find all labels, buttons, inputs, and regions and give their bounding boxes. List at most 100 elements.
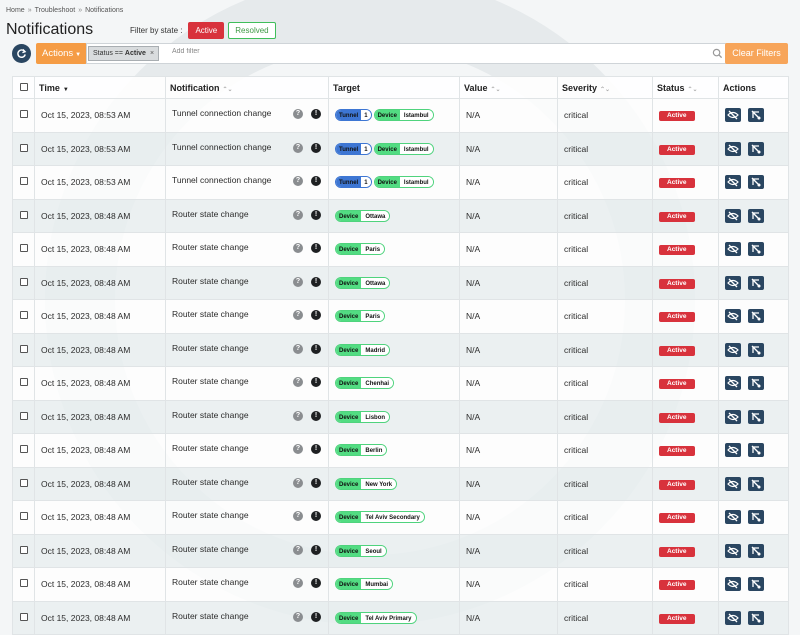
info-icon[interactable]: ! [311,142,321,153]
row-checkbox[interactable] [19,344,28,353]
device-pill[interactable]: Device Ottawa [335,276,391,289]
mute-button[interactable] [725,577,741,592]
mute-button[interactable] [725,342,741,357]
info-icon[interactable]: ! [311,176,321,186]
filter-tag-remove-icon[interactable]: × [149,50,155,57]
info-icon[interactable]: ! [311,444,321,454]
mute-button[interactable] [725,543,741,558]
refresh-button[interactable] [12,44,31,63]
help-icon[interactable]: ? [293,142,303,153]
info-icon[interactable]: ! [311,276,321,287]
resolve-button[interactable] [748,309,764,324]
help-icon[interactable]: ? [293,611,303,622]
device-pill[interactable]: Device Istambul [373,176,434,189]
header-notification[interactable]: Notification ⌃⌄ [165,76,329,99]
resolve-button[interactable] [748,141,764,156]
device-pill[interactable]: Device Istambul [373,109,434,122]
device-pill[interactable]: Device Seoul [335,544,387,557]
row-checkbox[interactable] [19,110,28,119]
device-pill[interactable]: Device Berlin [335,444,388,457]
device-pill[interactable]: Device New York [335,477,398,490]
help-icon[interactable]: ? [293,243,303,253]
help-icon[interactable]: ? [293,444,303,454]
row-checkbox[interactable] [19,177,28,186]
mute-button[interactable] [725,208,741,223]
mute-button[interactable] [725,141,741,156]
row-checkbox[interactable] [19,612,28,621]
mute-button[interactable] [725,242,741,257]
resolve-button[interactable] [748,510,764,525]
info-icon[interactable]: ! [311,243,321,253]
help-icon[interactable]: ? [293,176,303,186]
device-pill[interactable]: Device Paris [335,243,386,256]
info-icon[interactable]: ! [311,611,321,622]
mute-button[interactable] [725,108,741,123]
device-pill[interactable]: Device Mumbai [335,578,394,591]
header-value[interactable]: Value ⌃⌄ [459,76,558,99]
header-time[interactable]: Time ▼ [34,76,166,99]
resolve-button[interactable] [748,342,764,357]
row-checkbox[interactable] [19,311,28,320]
select-all-checkbox[interactable] [19,82,28,91]
row-checkbox[interactable] [19,445,28,454]
row-checkbox[interactable] [19,579,28,588]
device-pill[interactable]: Device Ottawa [335,209,391,222]
search-icon[interactable] [712,48,723,59]
row-checkbox[interactable] [19,244,28,253]
row-checkbox[interactable] [19,378,28,387]
breadcrumb-home[interactable]: Home [6,7,25,14]
mute-button[interactable] [725,476,741,491]
resolve-button[interactable] [748,577,764,592]
help-icon[interactable]: ? [293,109,303,119]
tunnel-pill[interactable]: Tunnel 1 [335,109,372,122]
header-status[interactable]: Status ⌃⌄ [652,76,719,99]
resolve-button[interactable] [748,376,764,391]
mute-button[interactable] [725,610,741,625]
header-select-all[interactable] [12,76,35,99]
resolve-button[interactable] [748,610,764,625]
help-icon[interactable]: ? [293,209,303,220]
info-icon[interactable]: ! [311,343,321,354]
resolve-button[interactable] [748,108,764,123]
info-icon[interactable]: ! [311,544,321,555]
breadcrumb-troubleshoot[interactable]: Troubleshoot [34,7,76,14]
resolve-button[interactable] [748,275,764,290]
device-pill[interactable]: Device Paris [335,310,386,323]
help-icon[interactable]: ? [293,343,303,354]
info-icon[interactable]: ! [311,511,321,521]
header-severity[interactable]: Severity ⌃⌄ [557,76,653,99]
info-icon[interactable]: ! [311,410,321,421]
device-pill[interactable]: Device Tel Aviv Primary [335,611,417,624]
filter-bar[interactable]: Status == Active × [86,43,730,64]
mute-button[interactable] [725,443,741,458]
resolve-button[interactable] [748,242,764,257]
resolve-button[interactable] [748,476,764,491]
mute-button[interactable] [725,376,741,391]
tunnel-pill[interactable]: Tunnel 1 [335,176,372,189]
help-icon[interactable]: ? [293,377,303,387]
filter-resolved-button[interactable]: Resolved [228,22,276,39]
help-icon[interactable]: ? [293,410,303,421]
info-icon[interactable]: ! [311,578,321,588]
add-filter-input[interactable] [170,47,670,56]
info-icon[interactable]: ! [311,310,321,320]
filter-active-button[interactable]: Active [188,22,225,39]
resolve-button[interactable] [748,208,764,223]
device-pill[interactable]: Device Madrid [335,343,391,356]
help-icon[interactable]: ? [293,310,303,320]
device-pill[interactable]: Device Lisbon [335,410,391,423]
row-checkbox[interactable] [19,545,28,554]
mute-button[interactable] [725,409,741,424]
device-pill[interactable]: Device Chenhai [335,377,395,390]
device-pill[interactable]: Device Istambul [373,142,434,155]
resolve-button[interactable] [748,443,764,458]
resolve-button[interactable] [748,409,764,424]
tunnel-pill[interactable]: Tunnel 1 [335,142,372,155]
mute-button[interactable] [725,309,741,324]
mute-button[interactable] [725,510,741,525]
help-icon[interactable]: ? [293,578,303,588]
resolve-button[interactable] [748,175,764,190]
mute-button[interactable] [725,275,741,290]
row-checkbox[interactable] [19,512,28,521]
info-icon[interactable]: ! [311,477,321,488]
